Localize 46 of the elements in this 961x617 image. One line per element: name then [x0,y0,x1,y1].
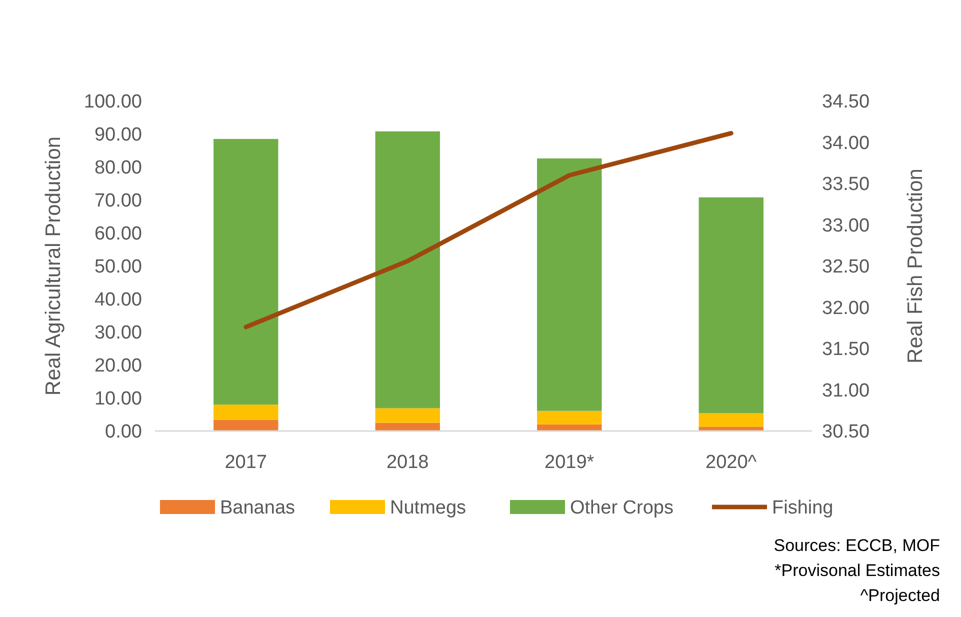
x-tick-label: 2018 [386,452,429,473]
y-tick-label: 50.00 [94,256,142,278]
y2-tick-label: 34.50 [822,92,870,113]
x-tick-label: 2019* [544,452,595,473]
y2-axis-title: Real Fish Production [904,168,927,364]
x-tick-label: 2017 [224,452,268,473]
y-tick-label: 40.00 [94,290,142,311]
y-tick-label: 20.00 [94,356,142,377]
legend-label: Bananas [220,498,296,519]
legend-label: Fishing [772,498,834,519]
y2-tick-label: 31.50 [822,339,870,360]
legend-label: Other Crops [570,498,674,519]
y2-tick-label: 30.50 [822,422,870,443]
bar [537,424,602,431]
y-tick-label: 100.00 [84,92,142,113]
bar [375,408,440,423]
y2-tick-label: 31.00 [822,380,870,402]
y-tick-label: 10.00 [94,388,142,410]
y2-tick-label: 34.00 [822,132,870,154]
bar [375,131,440,408]
y2-tick-label: 32.00 [822,298,870,319]
y-axis-title: Real Agricultural Production [42,136,65,396]
bar [698,197,764,414]
legend-label: Nutmegs [390,498,466,519]
bar [375,422,440,431]
bar [214,404,278,420]
source-note: Sources: ECCB, MOF [774,536,940,555]
bar [698,426,764,431]
y-tick-label: 60.00 [94,224,142,245]
text: *Provisonal Estimates [774,561,940,580]
line-series [244,130,734,330]
text: ^Projected [860,586,940,605]
bar [214,420,278,431]
y-tick-label: 0.00 [105,422,142,443]
y-tick-label: 70.00 [94,190,142,212]
y-tick-label: 90.00 [94,124,142,146]
bar [698,413,764,427]
y2-tick-label: 32.50 [822,256,870,278]
bar [537,410,602,424]
y2-tick-label: 33.50 [822,174,870,196]
bar [537,158,602,411]
y-tick-label: 80.00 [94,158,142,179]
y2-tick-label: 33.00 [822,215,870,236]
bar [214,138,278,405]
x-tick-label: 2020^ [706,452,757,473]
y-tick-label: 30.00 [94,322,142,344]
